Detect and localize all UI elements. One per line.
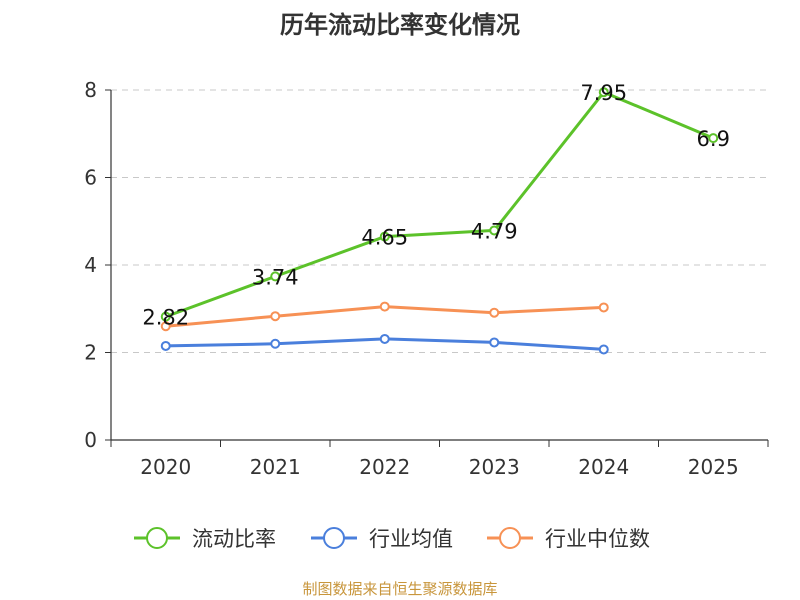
data-label-ratio-2022: 4.65 bbox=[361, 226, 408, 250]
point-avg-2022 bbox=[379, 333, 390, 344]
legend-item-median[interactable]: 行业中位数 bbox=[487, 527, 650, 551]
data-labels: 2.82 3.74 4.65 4.79 7.95 6.9 bbox=[142, 81, 730, 329]
data-label-ratio-2021: 3.74 bbox=[252, 265, 299, 289]
legend-label-median: 行业中位数 bbox=[545, 527, 650, 551]
data-label-ratio-2023: 4.79 bbox=[471, 219, 518, 243]
point-median-2021 bbox=[270, 311, 281, 322]
y-tick-label-6: 6 bbox=[84, 166, 97, 190]
point-ratio-2024 bbox=[598, 87, 609, 98]
legend-marker-median bbox=[499, 527, 521, 549]
y-tick-label-8: 8 bbox=[84, 78, 97, 102]
x-tick-label-2023: 2023 bbox=[469, 455, 520, 479]
chart-title: 历年流动比率变化情况 bbox=[280, 11, 520, 39]
x-tick-label-2022: 2022 bbox=[359, 455, 410, 479]
grid-lines bbox=[111, 89, 768, 353]
point-median-2023 bbox=[489, 307, 500, 318]
legend-label-ratio: 流动比率 bbox=[192, 527, 276, 551]
axes: 0 2 4 6 8 2020 2021 2022 2023 2024 2025 bbox=[84, 78, 769, 479]
source-note: 制图数据来自恒生聚源数据库 bbox=[302, 580, 497, 598]
data-label-ratio-2024: 7.95 bbox=[580, 81, 627, 105]
series-line-ratio bbox=[165, 90, 714, 319]
point-ratio-2025 bbox=[708, 133, 719, 144]
point-ratio-2021 bbox=[270, 271, 281, 282]
data-label-ratio-2020: 2.82 bbox=[142, 306, 189, 330]
series-lines bbox=[160, 87, 719, 355]
x-tick-label-2020: 2020 bbox=[140, 455, 191, 479]
y-tick-label-4: 4 bbox=[84, 253, 97, 277]
point-avg-2024 bbox=[598, 344, 609, 355]
point-avg-2021 bbox=[270, 338, 281, 349]
point-ratio-2020 bbox=[160, 311, 171, 322]
y-tick-label-0: 0 bbox=[84, 428, 97, 452]
x-tick-label-2024: 2024 bbox=[578, 455, 629, 479]
legend-label-avg: 行业均值 bbox=[369, 527, 453, 551]
point-avg-2020 bbox=[160, 340, 171, 351]
point-ratio-2022 bbox=[379, 231, 390, 242]
point-ratio-2023 bbox=[489, 225, 500, 236]
x-tick-label-2021: 2021 bbox=[250, 455, 301, 479]
point-avg-2023 bbox=[489, 337, 500, 348]
point-median-2024 bbox=[598, 302, 609, 313]
legend-marker-ratio bbox=[146, 527, 168, 549]
data-label-ratio-2025: 6.9 bbox=[697, 127, 730, 151]
point-median-2022 bbox=[379, 301, 390, 312]
legend[interactable]: 流动比率 行业均值 行业中位数 bbox=[134, 527, 650, 551]
legend-item-ratio[interactable]: 流动比率 bbox=[134, 527, 276, 551]
legend-marker-avg bbox=[323, 527, 345, 549]
point-median-2020 bbox=[160, 321, 171, 332]
legend-item-avg[interactable]: 行业均值 bbox=[311, 527, 453, 551]
x-tick-label-2025: 2025 bbox=[688, 455, 739, 479]
y-tick-label-2: 2 bbox=[84, 341, 97, 365]
